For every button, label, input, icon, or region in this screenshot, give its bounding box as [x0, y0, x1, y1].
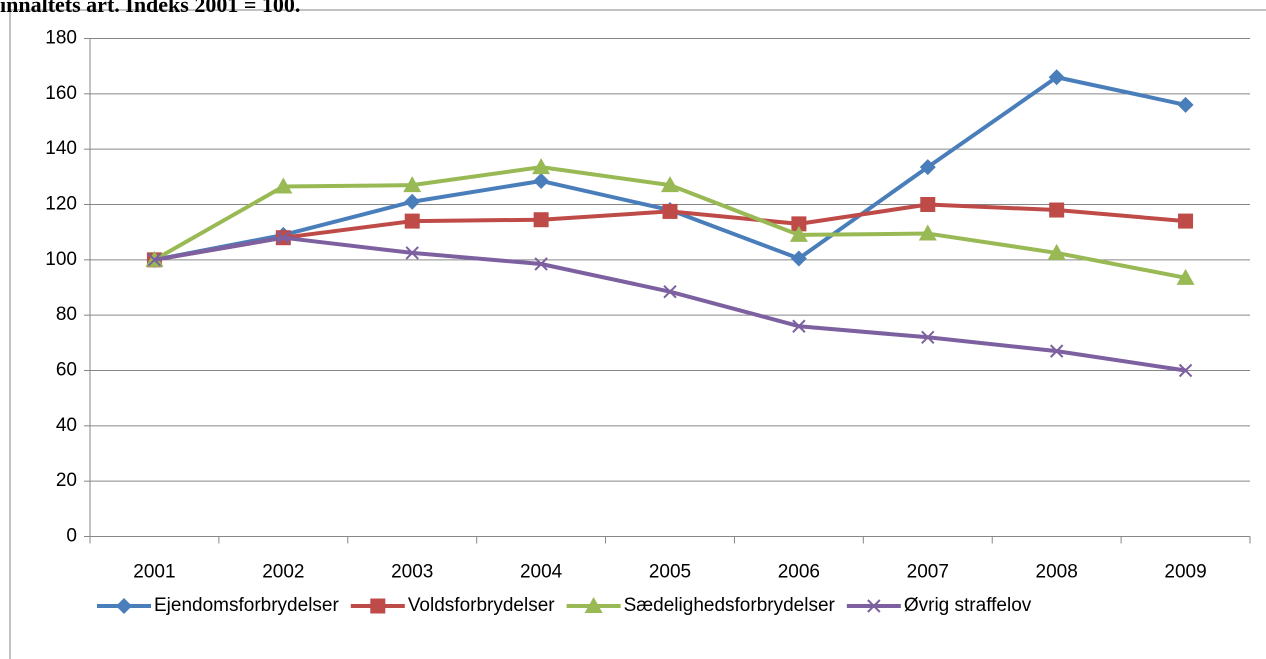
legend-marker [116, 598, 132, 614]
data-point [1178, 363, 1193, 378]
y-tick-label: 100 [45, 249, 77, 270]
data-point [404, 193, 421, 210]
series-line [154, 235, 1186, 373]
data-point [663, 284, 677, 299]
y-tick-label: 60 [56, 360, 77, 381]
data-point [918, 224, 937, 241]
legend-label: Ejendomsforbrydelser [154, 595, 339, 616]
x-tick-label: 2002 [262, 562, 304, 583]
data-point [1178, 213, 1194, 229]
y-tick-label: 160 [45, 83, 77, 104]
x-tick-label: 2006 [778, 562, 820, 583]
data-point [1047, 243, 1066, 260]
data-point [662, 203, 678, 219]
data-point [1177, 96, 1194, 113]
y-tick-label: 80 [56, 304, 77, 325]
data-point [276, 230, 291, 245]
y-tick-label: 20 [56, 470, 77, 491]
data-point [1048, 69, 1065, 86]
data-point [790, 250, 807, 267]
data-point [532, 158, 551, 175]
legend-label: Sædelighedsforbrydelser [624, 595, 836, 616]
data-point [403, 176, 422, 193]
legend-marker [370, 598, 386, 614]
data-point [791, 216, 807, 232]
y-tick-label: 180 [45, 28, 77, 49]
x-tick-label: 2008 [1036, 562, 1078, 583]
y-tick-label: 140 [45, 138, 77, 159]
x-tick-label: 2007 [907, 562, 949, 583]
data-point [1049, 344, 1064, 358]
data-point [661, 176, 679, 193]
data-point [921, 330, 935, 345]
legend-label: Øvrig straffelov [904, 595, 1032, 616]
data-point [533, 212, 549, 228]
data-point [533, 172, 550, 189]
data-point [1176, 268, 1195, 285]
data-point [147, 253, 162, 267]
legend-marker [867, 599, 881, 613]
y-tick-label: 40 [56, 415, 77, 436]
legend-label: Voldsforbrydelser [408, 595, 555, 616]
data-point [792, 319, 806, 333]
legend-marker [584, 597, 603, 613]
data-point [534, 257, 548, 271]
y-tick-label: 0 [66, 526, 77, 547]
x-tick-label: 2004 [520, 562, 563, 583]
data-point [404, 213, 420, 229]
data-point [919, 159, 936, 176]
x-tick-label: 2003 [391, 562, 433, 583]
x-tick-label: 2009 [1164, 562, 1206, 583]
data-point [920, 197, 936, 212]
data-point [1049, 202, 1065, 218]
data-point [405, 246, 419, 260]
data-point [789, 225, 808, 242]
chart-frame [9, 9, 1266, 659]
y-tick-label: 120 [45, 194, 77, 215]
data-point [274, 177, 293, 194]
chart-title: innaltets art. Indeks 2001 = 100. [0, 0, 300, 17]
x-tick-label: 2005 [649, 562, 691, 583]
x-tick-label: 2001 [133, 562, 175, 583]
